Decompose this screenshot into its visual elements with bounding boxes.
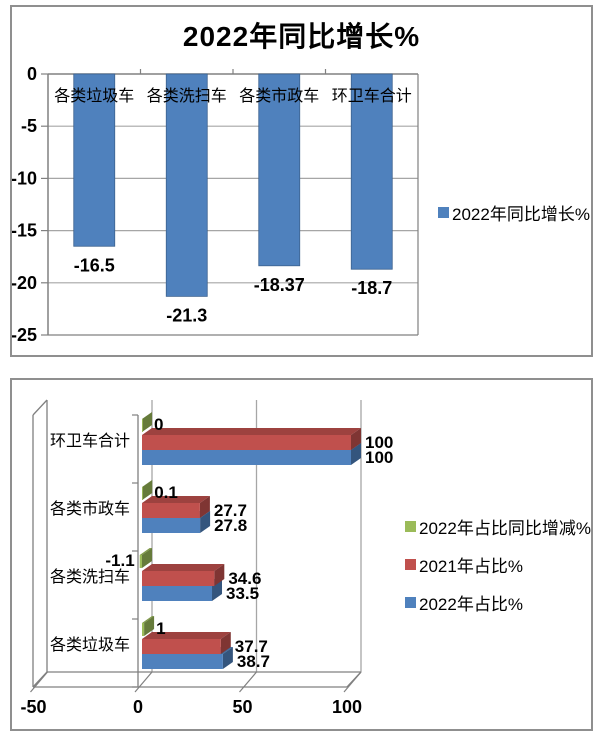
category-label: 各类垃圾车 xyxy=(50,636,130,654)
share-chart-legend: 2022年占比同比增减% 2021年占比% 2022年占比% xyxy=(405,514,591,615)
bar-side-face xyxy=(220,632,231,654)
bar-top-face xyxy=(142,428,361,435)
bar xyxy=(142,518,201,533)
x-axis-tick xyxy=(134,671,153,693)
bar-side-face xyxy=(144,616,155,636)
x-tick-label: -50 xyxy=(20,697,46,717)
bar-top-face xyxy=(142,564,225,571)
y-tick-label: -15 xyxy=(12,221,37,241)
bar-top-face xyxy=(139,548,152,555)
wall-top-edge xyxy=(32,399,48,416)
bar-value-label: 1 xyxy=(156,619,165,638)
bar-value-label: 33.5 xyxy=(226,584,259,603)
bar-value-label: 38.7 xyxy=(237,652,270,671)
bar xyxy=(142,623,145,636)
bar-value-label: -1.1 xyxy=(105,551,134,570)
y-tick-label: -20 xyxy=(12,273,37,293)
bar xyxy=(142,450,351,465)
growth-chart-title: 2022年同比增长% xyxy=(182,21,421,52)
x-axis-tick xyxy=(343,671,362,693)
bar xyxy=(142,571,215,586)
category-label: 各类市政车 xyxy=(50,500,130,518)
bar-top-face xyxy=(142,616,155,623)
bar xyxy=(142,586,213,601)
bar-value-label: 0 xyxy=(154,415,163,434)
legend-item-change: 2022年占比同比增减% xyxy=(405,514,591,539)
category-label: 环卫车合计 xyxy=(332,87,412,105)
category-label: 各类洗扫车 xyxy=(50,568,130,586)
bar xyxy=(142,419,143,432)
bar xyxy=(142,487,143,500)
legend-label: 2021年占比% xyxy=(419,557,523,576)
bar xyxy=(350,73,393,270)
bar xyxy=(165,73,208,297)
x-axis-tick xyxy=(239,671,257,693)
legend-swatch-green-icon xyxy=(405,521,416,532)
bar-value-label: 27.7 xyxy=(214,501,247,520)
category-label: 环卫车合计 xyxy=(50,432,130,450)
bar-side-face xyxy=(199,496,210,518)
legend-swatch-blue-icon xyxy=(438,207,449,218)
bar xyxy=(142,654,223,669)
bar-value-label: 37.7 xyxy=(235,637,268,656)
legend-swatch-blue2-icon xyxy=(405,597,416,608)
bar-value-label: 100 xyxy=(365,433,393,452)
bar xyxy=(139,555,142,568)
bar-value-label: -18.37 xyxy=(254,275,305,295)
bar-side-face xyxy=(142,412,152,432)
bar-side-face xyxy=(222,647,233,669)
bar-side-face xyxy=(351,428,361,450)
growth-bar-chart: 0 -5 -10 -15 -20 -25 -16.5 各类垃圾车 -21.3 各类洗扫车 -18.3… xyxy=(12,64,419,345)
x-axis-tick xyxy=(30,671,48,693)
bar xyxy=(142,503,200,518)
bar xyxy=(73,73,116,247)
share-chart-panel: -50 0 50 100 100 100 0 环卫车合计 27.8 27.7 0.1 各类市政车 33.… xyxy=(10,378,593,731)
bar-top-face xyxy=(142,632,231,639)
y-tick-label: -5 xyxy=(21,116,37,136)
bar-top-face xyxy=(142,496,210,503)
legend-item-2022: 2022年占比% xyxy=(405,590,591,615)
bar-top-face xyxy=(142,480,153,487)
bar xyxy=(142,435,351,450)
x-tick-label: 0 xyxy=(133,697,143,717)
bar-value-label: -16.5 xyxy=(74,255,115,275)
bar-side-face xyxy=(214,564,225,586)
bar xyxy=(258,73,301,267)
bar-side-face xyxy=(200,511,211,533)
bar-side-face xyxy=(351,443,361,465)
legend-label: 2022年占比同比增减% xyxy=(419,519,591,538)
bar-value-label: 0.1 xyxy=(154,483,178,502)
bar-side-face xyxy=(142,548,152,568)
bar-value-label: -21.3 xyxy=(166,305,207,325)
bar-value-label: 27.8 xyxy=(214,516,247,535)
y-tick-label: 0 xyxy=(27,64,37,84)
category-label: 各类市政车 xyxy=(239,87,319,105)
y-tick-label: -25 xyxy=(12,325,37,345)
legend-item-growth: 2022年同比增长% xyxy=(438,200,590,225)
x-tick-label: 100 xyxy=(332,697,362,717)
share-3d-bar-chart: -50 0 50 1001001000环卫车合计27.827.70.1各类市政车33.… xyxy=(20,399,393,717)
category-label: 各类洗扫车 xyxy=(147,87,227,105)
x-tick-label: 50 xyxy=(232,697,252,717)
growth-chart-panel: 2022年同比增长% 0 -5 -10 -15 -20 -25 -16.5 各类垃圾车 -21.… xyxy=(10,5,593,357)
bar-value-label: -18.7 xyxy=(351,278,392,298)
legend-item-2021: 2021年占比% xyxy=(405,552,591,577)
category-label: 各类垃圾车 xyxy=(54,87,134,105)
bar-value-label: 100 xyxy=(365,448,393,467)
y-tick-label: -10 xyxy=(12,168,37,188)
legend-label: 2022年占比% xyxy=(419,595,523,614)
growth-chart-legend: 2022年同比增长% xyxy=(438,200,590,225)
bar-value-label: 34.6 xyxy=(228,569,261,588)
legend-label: 2022年同比增长% xyxy=(452,205,590,224)
bar-side-face xyxy=(142,480,153,500)
legend-swatch-red-icon xyxy=(405,559,416,570)
bar xyxy=(142,639,221,654)
